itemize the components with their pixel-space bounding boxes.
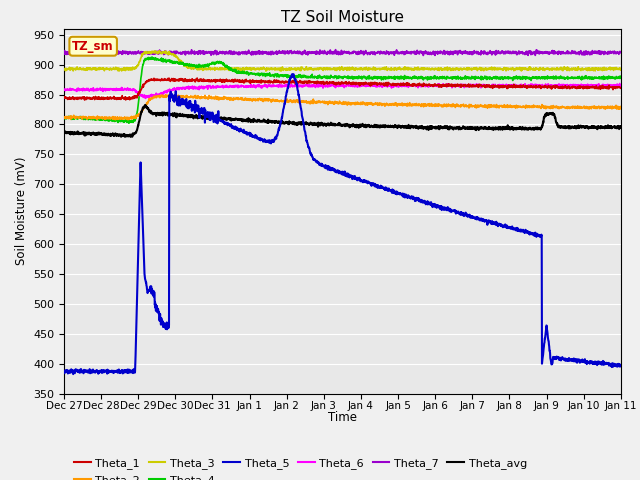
Text: TZ_sm: TZ_sm: [72, 40, 114, 53]
X-axis label: Time: Time: [328, 411, 357, 424]
Legend: Theta_1, Theta_2, Theta_3, Theta_4, Theta_5, Theta_6, Theta_7, Theta_avg: Theta_1, Theta_2, Theta_3, Theta_4, Thet…: [70, 454, 531, 480]
Title: TZ Soil Moisture: TZ Soil Moisture: [281, 10, 404, 25]
Y-axis label: Soil Moisture (mV): Soil Moisture (mV): [15, 157, 28, 265]
